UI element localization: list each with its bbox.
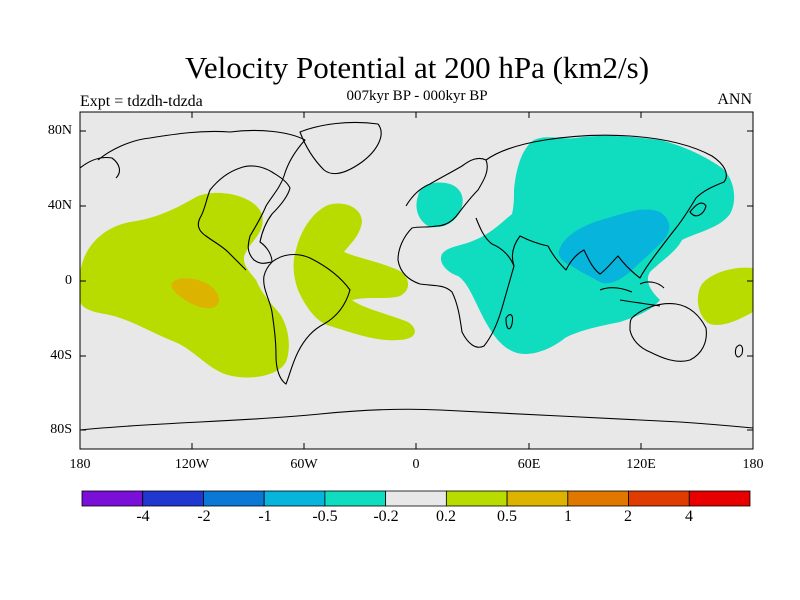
coast-greenland (299, 121, 382, 175)
negative-core-asia (558, 209, 670, 284)
coast-madagascar (505, 314, 514, 330)
coast-europe-africa (397, 157, 515, 348)
colorbar-label: 1 (564, 508, 572, 525)
colorbar-box (506, 490, 569, 507)
figure-title: Velocity Potential at 200 hPa (km2/s) (184, 50, 650, 85)
lat-label-80s: 80S (50, 422, 72, 437)
lon-label-60e: 60E (517, 457, 541, 472)
coast-australia (629, 303, 707, 362)
colorbar-box (81, 490, 144, 507)
colorbar-box (688, 490, 751, 507)
lat-label-0: 0 (65, 273, 72, 288)
lat-ticks (80, 130, 753, 431)
contour-fills (80, 135, 753, 378)
lon-ticks (191, 112, 642, 449)
coast-south-america (263, 253, 351, 385)
colorbar-label: 0.5 (497, 508, 517, 525)
lon-label-120w: 120W (174, 457, 210, 472)
positive-core (171, 278, 220, 309)
positive-region-atlantic (293, 203, 415, 341)
colorbar-box (385, 490, 447, 507)
colorbar-label: 4 (685, 508, 693, 525)
lon-label-0: 0 (412, 457, 420, 472)
colorbar-box (445, 490, 508, 507)
lon-label-180e: 180 (742, 457, 764, 472)
coast-antarctica (80, 408, 753, 431)
colorbar-label: -2 (197, 508, 211, 525)
positive-region-west-pacific (697, 267, 753, 325)
coast-asia (485, 134, 727, 279)
lat-label-40n: 40N (47, 198, 72, 213)
lon-label-120e: 120E (626, 457, 656, 472)
lat-label-40s: 40S (50, 348, 72, 363)
coastlines (80, 121, 753, 431)
lon-label-60w: 60W (290, 457, 318, 472)
figure-subtitle: 007kyr BP - 000kyr BP (346, 88, 488, 104)
coast-new-zealand (734, 344, 744, 358)
colorbar-label: 2 (624, 508, 632, 525)
colorbar (81, 490, 751, 507)
colorbar-box (628, 490, 690, 507)
coast-alaska (80, 156, 121, 179)
colorbar-box (263, 490, 326, 507)
colorbar-box (142, 490, 204, 507)
negative-region-mediterranean (416, 182, 463, 228)
colorbar-box (203, 490, 265, 507)
coast-north-america (97, 129, 306, 271)
colorbar-label: -0.2 (373, 508, 399, 525)
coast-japan (689, 202, 707, 217)
season-label: ANN (717, 91, 752, 108)
colorbar-label: 0.2 (436, 508, 456, 525)
experiment-label: Expt = tdzdh-tdzda (80, 93, 203, 110)
colorbar-box (567, 490, 629, 507)
colorbar-label: -1 (258, 508, 272, 525)
colorbar-label: -0.5 (312, 508, 338, 525)
lon-label-180w: 180 (69, 457, 91, 472)
lat-label-80n: 80N (47, 123, 72, 138)
colorbar-box (324, 490, 387, 507)
colorbar-label: -4 (136, 508, 150, 525)
